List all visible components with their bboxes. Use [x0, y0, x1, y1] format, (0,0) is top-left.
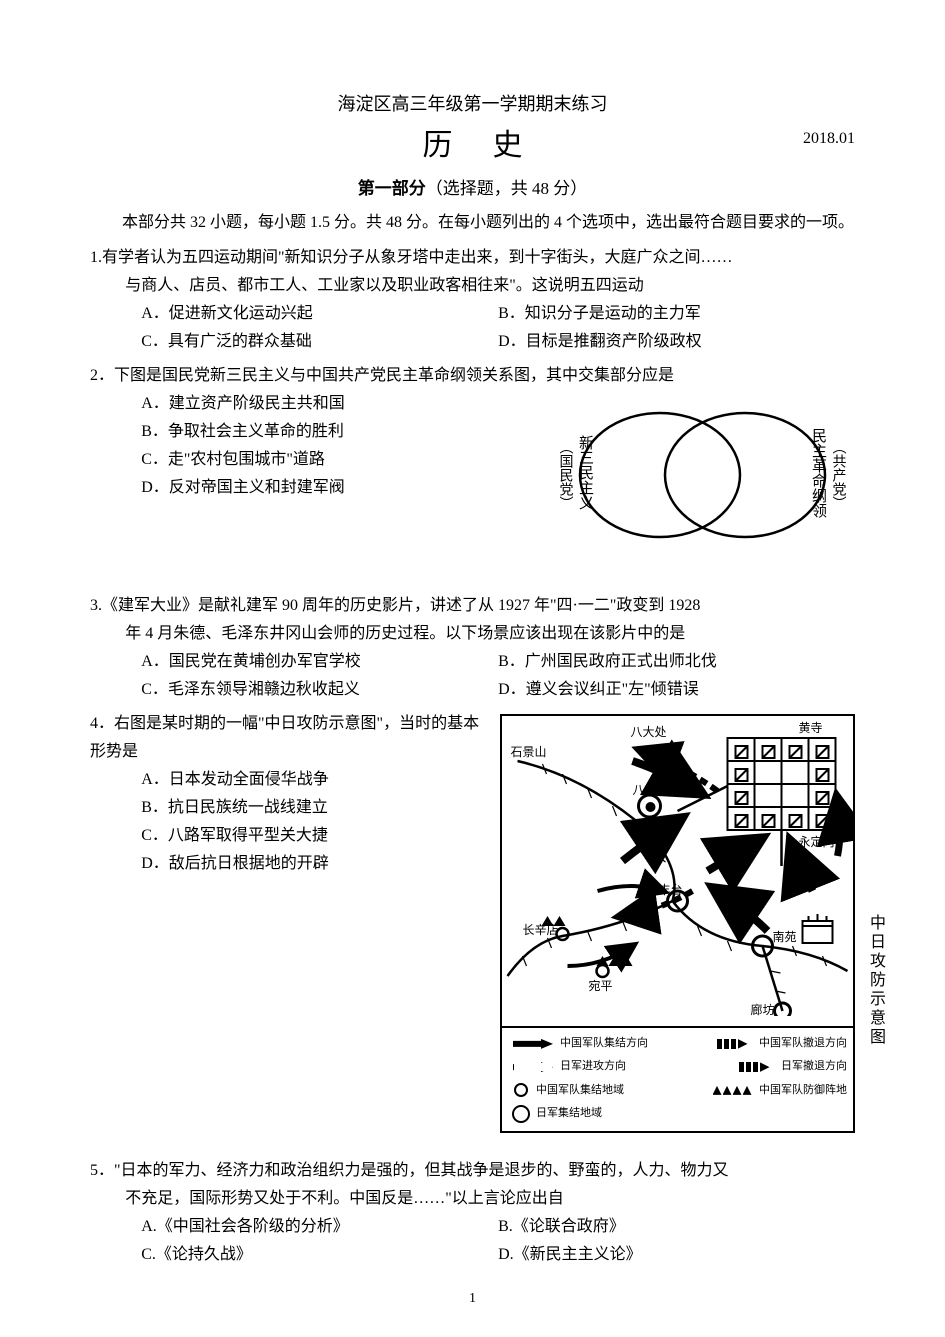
page-subtitle: 海淀区高三年级第一学期期末练习 [90, 90, 855, 116]
q3-stem-line2: 年 4 月朱德、毛泽东井冈山会师的历史过程。以下场景应该出现在该影片中的是 [90, 620, 855, 648]
page-title: 历史 [383, 120, 563, 164]
map-figure: 中日攻防示意图 [500, 714, 855, 1133]
q1-opt-a: A．促进新文化运动兴起 [141, 300, 498, 328]
legend-icon-circle [514, 1083, 528, 1097]
map-label-fengtai: 丰台 [659, 882, 683, 897]
q3-opt-a: A．国民党在黄埔创办军官学校 [141, 648, 498, 676]
legend-l7: 日军集结地域 [536, 1104, 602, 1123]
title-row: 历史 2018.01 [90, 120, 855, 164]
map-label-wanping: 宛平 [589, 978, 613, 993]
q5-opt-b: B.《论联合政府》 [498, 1213, 855, 1241]
venn-left-inner: 新三民主义 [577, 435, 594, 510]
legend-icon-dash-arrow-2 [739, 1062, 770, 1072]
q1-opt-d: D．目标是推翻资产阶级政权 [498, 328, 855, 356]
q1-opt-b: B．知识分子是运动的主力军 [498, 300, 855, 328]
q1-stem-line2: 与商人、店员、都市工人、工业家以及职业政客相往来"。这说明五四运动 [90, 272, 855, 300]
legend-icon-outline-arrow [513, 1062, 553, 1072]
map-label-nanyuan: 南苑 [773, 929, 797, 944]
legend-icon-dash-arrow [717, 1039, 748, 1049]
map-svg: 石景山 八大处 黄寺 八宝山 永定门 丰台 长辛店 宛平 南苑 廊坊 [502, 716, 853, 1028]
page-number: 1 [469, 1291, 476, 1307]
section-label-bold: 第一部分 [358, 179, 426, 198]
legend-l2: 中国军队撤退方向 [759, 1034, 847, 1053]
legend-l6: 中国军队防御阵地 [759, 1081, 847, 1100]
question-2: 2．下图是国民党新三民主义与中国共产党民主革命纲领关系图，其中交集部分应是 （国… [90, 362, 855, 560]
map-label-changxindian: 长辛店 [523, 923, 559, 937]
map-side-label: 中日攻防示意图 [861, 914, 889, 1047]
question-1: 1.有学者认为五四运动期间"新知识分子从象牙塔中走出来，到十字街头，大庭广众之间… [90, 244, 855, 356]
legend-l3: 日军进攻方向 [560, 1057, 626, 1076]
legend-l1: 中国军队集结方向 [560, 1034, 648, 1053]
q5-stem-line1: 5．"日本的军力、经济力和政治组织力是强的，但其战争是退步的、野蛮的，人力、物力… [90, 1157, 855, 1185]
venn-diagram: （国民党） 新三民主义 民主革命纲领 （共产党） [535, 390, 855, 560]
map-label-badachu: 八大处 [631, 725, 667, 739]
q3-opt-d: D．遵义会议纠正"左"倾错误 [498, 676, 855, 704]
question-4: 中日攻防示意图 [90, 710, 855, 1133]
q5-opt-a: A.《中国社会各阶级的分析》 [141, 1213, 498, 1241]
legend-icon-solid-arrow [513, 1039, 553, 1049]
section-header: 第一部分（选择题，共 48 分） [90, 174, 855, 199]
section-label-rest: （选择题，共 48 分） [426, 179, 588, 198]
map-label-langfang: 廊坊 [751, 1002, 775, 1016]
map-label-huangsi: 黄寺 [799, 721, 823, 735]
map-label-babaoshan: 八宝山 [633, 783, 669, 797]
map-legend: 中国军队集结方向 中国军队撤退方向 日军进攻方向 日军撤退方向 中国军队集结地域… [502, 1028, 853, 1131]
q5-opt-d: D.《新民主主义论》 [498, 1241, 855, 1269]
legend-l5: 中国军队集结地域 [536, 1081, 624, 1100]
legend-l4: 日军撤退方向 [781, 1057, 847, 1076]
map-label-shijingshan: 石景山 [511, 745, 547, 759]
q3-opt-c: C．毛泽东领导湘赣边秋收起义 [141, 676, 498, 704]
question-3: 3.《建军大业》是献礼建军 90 周年的历史影片，讲述了从 1927 年"四·一… [90, 592, 855, 704]
q1-stem-line1: 1.有学者认为五四运动期间"新知识分子从象牙塔中走出来，到十字街头，大庭广众之间… [90, 244, 855, 272]
legend-icon-circle-large [512, 1105, 530, 1123]
q1-opt-c: C．具有广泛的群众基础 [141, 328, 498, 356]
q3-opt-b: B．广州国民政府正式出师北伐 [498, 648, 855, 676]
venn-right-outer: （共产党） [831, 440, 847, 510]
q3-options: A．国民党在黄埔创办军官学校 C．毛泽东领导湘赣边秋收起义 B．广州国民政府正式… [90, 648, 855, 704]
exam-date: 2018.01 [803, 130, 855, 148]
q5-options: A.《中国社会各阶级的分析》 C.《论持久战》 B.《论联合政府》 D.《新民主… [90, 1213, 855, 1269]
map-label-yongdingmen: 永定门 [799, 834, 835, 849]
q3-stem-line1: 3.《建军大业》是献礼建军 90 周年的历史影片，讲述了从 1927 年"四·一… [90, 592, 855, 620]
section-intro: 本部分共 32 小题，每小题 1.5 分。共 48 分。在每小题列出的 4 个选… [90, 209, 855, 236]
legend-icon-triangles [713, 1086, 752, 1095]
q5-stem-line2: 不充足，国际形势又处于不利。中国反是……"以上言论应出自 [90, 1185, 855, 1213]
q2-stem: 2．下图是国民党新三民主义与中国共产党民主革命纲领关系图，其中交集部分应是 [90, 362, 855, 390]
q1-options: A．促进新文化运动兴起 C．具有广泛的群众基础 B．知识分子是运动的主力军 D．… [90, 300, 855, 356]
q5-opt-c: C.《论持久战》 [141, 1241, 498, 1269]
question-5: 5．"日本的军力、经济力和政治组织力是强的，但其战争是退步的、野蛮的，人力、物力… [90, 1157, 855, 1269]
map-box: 石景山 八大处 黄寺 八宝山 永定门 丰台 长辛店 宛平 南苑 廊坊 中国军队 [500, 714, 855, 1133]
venn-left-outer: （国民党） [558, 440, 574, 510]
venn-right-inner: 民主革命纲领 [810, 428, 827, 518]
